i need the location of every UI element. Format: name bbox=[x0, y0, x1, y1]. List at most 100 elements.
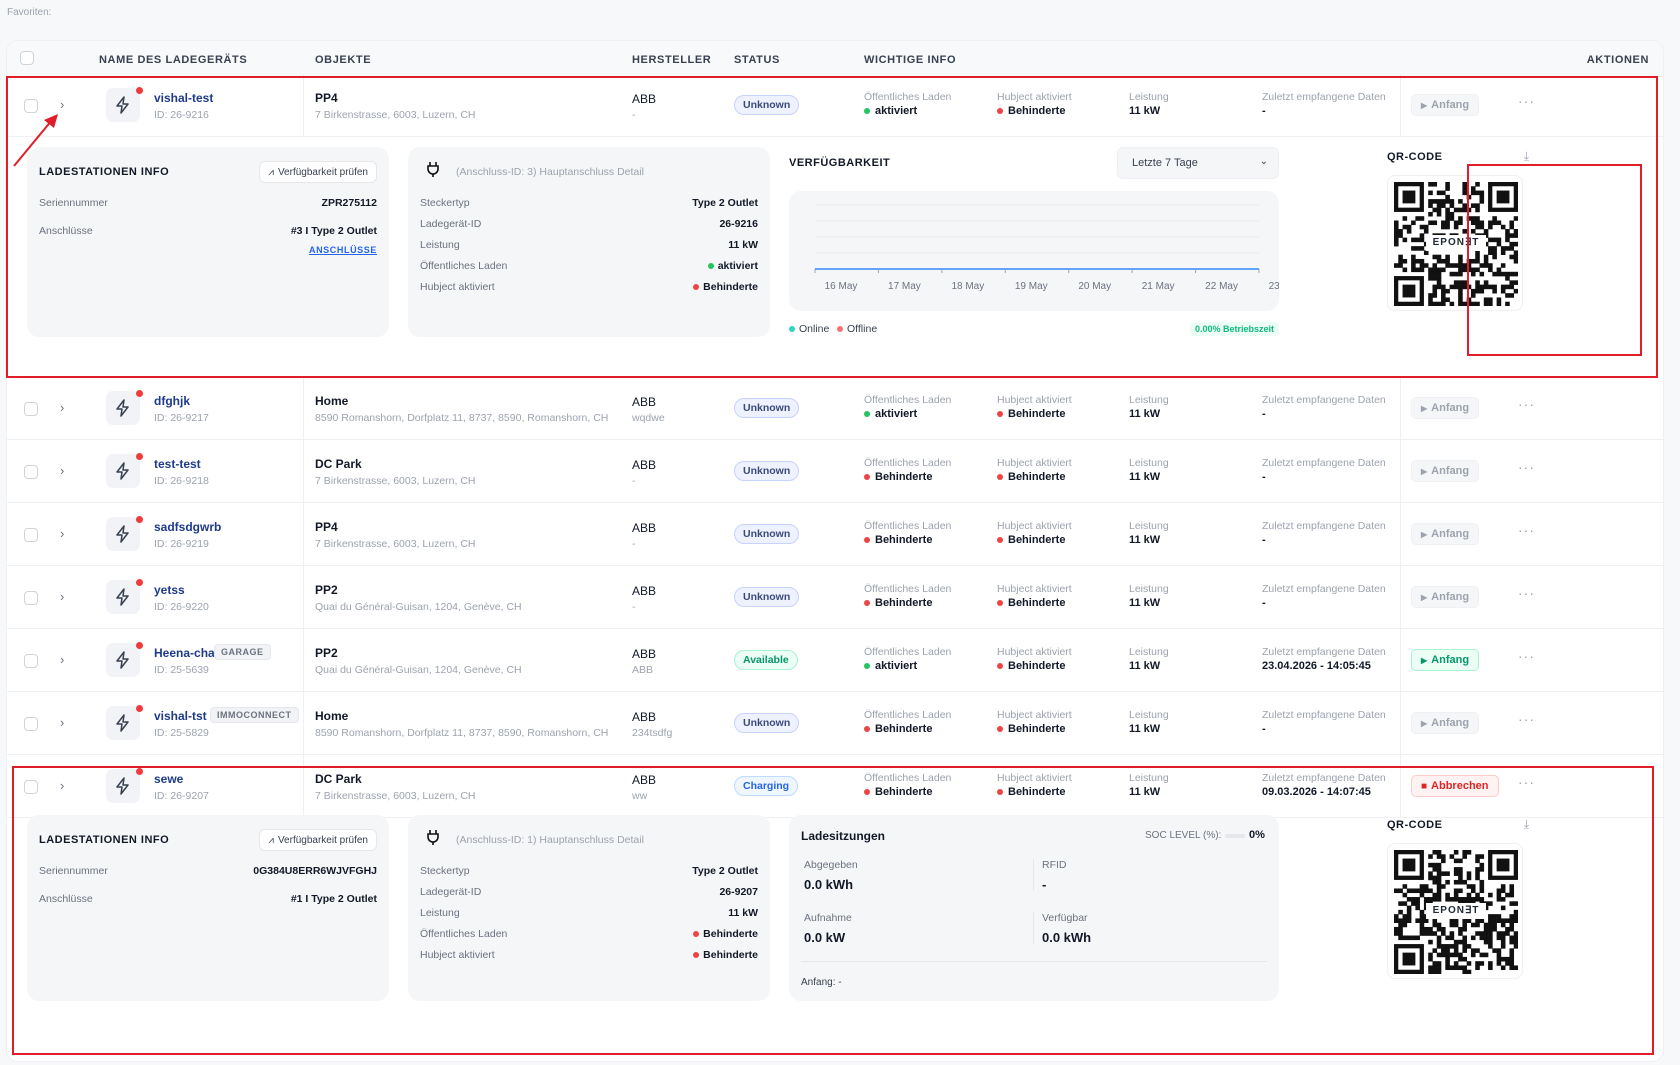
table-row[interactable]: › dfghjk ID: 26-9217 Home 8590 Romanshor… bbox=[7, 377, 1663, 440]
status-badge: Unknown bbox=[734, 461, 800, 481]
row-checkbox[interactable] bbox=[24, 654, 38, 668]
play-icon: ▶ bbox=[1421, 100, 1428, 110]
expand-chevron-icon[interactable]: › bbox=[60, 463, 65, 478]
last-data-value: - bbox=[1262, 105, 1266, 117]
connector-detail-title: (Anschluss-ID: 3) Hauptanschluss Detail bbox=[456, 166, 644, 178]
qr-brand-logo: EPON∃T bbox=[1426, 235, 1486, 251]
detail-key: Ladegerät-ID bbox=[420, 218, 482, 230]
col-name[interactable]: NAME DES LADEGERÄTS bbox=[99, 54, 248, 66]
table-row[interactable]: › Heena-charger ID: 25-5639 GARAGE PP2 Q… bbox=[7, 629, 1663, 692]
start-button[interactable]: ▶ Anfang bbox=[1411, 649, 1480, 671]
last-data-value: 09.03.2026 - 14:07:45 bbox=[1262, 786, 1371, 798]
legend-offline: Offline bbox=[837, 323, 877, 335]
object-address: Quai du Général-Guisan, 1204, Genève, CH bbox=[315, 601, 522, 613]
more-options-icon[interactable]: ··· bbox=[1518, 459, 1535, 475]
col-manufacturer[interactable]: HERSTELLER bbox=[632, 54, 712, 66]
last-data-label: Zuletzt empfangene Daten bbox=[1262, 91, 1386, 103]
detail-key: Öffentliches Laden bbox=[420, 260, 508, 272]
status-badge: Charging bbox=[734, 776, 799, 796]
col-status[interactable]: STATUS bbox=[734, 54, 780, 66]
status-dot-icon bbox=[997, 474, 1003, 480]
row-checkbox[interactable] bbox=[24, 780, 38, 794]
row-checkbox[interactable] bbox=[24, 591, 38, 605]
col-objects[interactable]: OBJEKTE bbox=[315, 54, 372, 66]
start-button[interactable]: ▶ Anfang bbox=[1411, 712, 1480, 734]
check-availability-button[interactable]: ⩘ Verfügbarkeit prüfen bbox=[259, 829, 377, 851]
row-checkbox[interactable] bbox=[24, 99, 38, 113]
expand-chevron-icon[interactable]: › bbox=[60, 778, 65, 793]
chevron-down-icon: ⌄ bbox=[1259, 156, 1268, 167]
connector-detail-title: (Anschluss-ID: 1) Hauptanschluss Detail bbox=[456, 834, 644, 846]
table-row[interactable]: › yetss ID: 26-9220 PP2 Quai du Général-… bbox=[7, 566, 1663, 629]
table-row[interactable]: › vishal-test ID: 26-9216 PP4 7 Birkenst… bbox=[7, 74, 1663, 137]
charger-bolt-icon bbox=[106, 454, 140, 488]
row-checkbox[interactable] bbox=[24, 465, 38, 479]
select-all-checkbox[interactable] bbox=[20, 51, 34, 65]
hubject-label: Hubject aktiviert bbox=[997, 91, 1072, 103]
object-name: PP4 bbox=[315, 91, 338, 105]
qr-title: QR-CODE bbox=[1387, 151, 1443, 163]
charger-name-link[interactable]: dfghjk bbox=[154, 394, 190, 408]
more-options-icon[interactable]: ··· bbox=[1518, 648, 1535, 664]
status-dot-icon bbox=[864, 411, 870, 417]
status-dot-icon bbox=[864, 474, 870, 480]
start-button[interactable]: ▶ Anfang bbox=[1411, 523, 1480, 545]
more-options-icon[interactable]: ··· bbox=[1518, 711, 1535, 727]
x-tick-label: 17 May bbox=[888, 281, 921, 292]
hubject-value: Behinderte bbox=[997, 660, 1065, 672]
status-badge: Unknown bbox=[734, 95, 800, 115]
more-options-icon[interactable]: ··· bbox=[1518, 774, 1535, 790]
expand-chevron-icon[interactable]: › bbox=[60, 400, 65, 415]
start-button[interactable]: ▶ Anfang bbox=[1411, 586, 1480, 608]
expand-chevron-icon[interactable]: › bbox=[60, 97, 65, 112]
start-button[interactable]: ▶ Anfang bbox=[1411, 94, 1480, 116]
row-checkbox[interactable] bbox=[24, 528, 38, 542]
detail-value: Behinderte bbox=[693, 928, 758, 940]
table-row[interactable]: › sadfsdgwrb ID: 26-9219 PP4 7 Birkenstr… bbox=[7, 503, 1663, 566]
start-button[interactable]: ▶ Anfang bbox=[1411, 460, 1480, 482]
power-value: 11 kW bbox=[1129, 786, 1161, 798]
charger-name-link[interactable]: vishal-tst bbox=[154, 709, 207, 723]
charger-name-link[interactable]: sewe bbox=[154, 772, 184, 786]
manufacturer: ABB bbox=[632, 710, 657, 724]
connectors-link[interactable]: ANSCHLÜSSE bbox=[308, 245, 377, 255]
expand-chevron-icon[interactable]: › bbox=[60, 715, 65, 730]
session-start: Anfang: - bbox=[801, 977, 842, 988]
start-button[interactable]: ▶ Anfang bbox=[1411, 397, 1480, 419]
more-options-icon[interactable]: ··· bbox=[1518, 522, 1535, 538]
charger-name-link[interactable]: test-test bbox=[154, 457, 201, 471]
detail-panel-2: LADESTATIONEN INFO ⩘ Verfügbarkeit prüfen… bbox=[7, 799, 1663, 1044]
delivered-label: Abgegeben bbox=[804, 859, 858, 871]
last-data-label: Zuletzt empfangene Daten bbox=[1262, 583, 1386, 595]
status-dot-icon bbox=[997, 789, 1003, 795]
hubject-value: Behinderte bbox=[997, 597, 1065, 609]
charger-id: ID: 26-9216 bbox=[154, 109, 209, 121]
status-dot-icon bbox=[997, 411, 1003, 417]
last-data-value: - bbox=[1262, 723, 1266, 735]
power-label: Leistung bbox=[1129, 583, 1169, 595]
stop-button[interactable]: ■ Abbrechen bbox=[1411, 775, 1499, 797]
connector-detail-card-2: (Anschluss-ID: 1) Hauptanschluss Detail … bbox=[408, 815, 770, 1001]
more-options-icon[interactable]: ··· bbox=[1518, 585, 1535, 601]
table-row[interactable]: › test-test ID: 26-9218 DC Park 7 Birken… bbox=[7, 440, 1663, 503]
expand-chevron-icon[interactable]: › bbox=[60, 526, 65, 541]
expand-chevron-icon[interactable]: › bbox=[60, 589, 65, 604]
stop-icon: ■ bbox=[1421, 780, 1428, 792]
download-icon[interactable]: ⤓ bbox=[1523, 817, 1529, 831]
expand-chevron-icon[interactable]: › bbox=[60, 652, 65, 667]
row-checkbox[interactable] bbox=[24, 717, 38, 731]
detail-value: Behinderte bbox=[693, 949, 758, 961]
station-info-card-2: LADESTATIONEN INFO ⩘ Verfügbarkeit prüfen… bbox=[27, 815, 389, 1001]
charger-name-link[interactable]: yetss bbox=[154, 583, 185, 597]
row-checkbox[interactable] bbox=[24, 402, 38, 416]
play-icon: ▶ bbox=[1421, 592, 1428, 602]
more-options-icon[interactable]: ··· bbox=[1518, 93, 1535, 109]
range-select[interactable]: Letzte 7 Tage ⌄ bbox=[1117, 147, 1279, 179]
table-row[interactable]: › vishal-tst ID: 25-5829 IMMOCONNECT Hom… bbox=[7, 692, 1663, 755]
charger-name-link[interactable]: vishal-test bbox=[154, 91, 214, 105]
more-options-icon[interactable]: ··· bbox=[1518, 396, 1535, 412]
download-icon[interactable]: ⤓ bbox=[1523, 149, 1529, 163]
charger-name-link[interactable]: sadfsdgwrb bbox=[154, 520, 222, 534]
status-dot-icon bbox=[864, 663, 870, 669]
check-availability-button[interactable]: ⩘ Verfügbarkeit prüfen bbox=[259, 161, 377, 183]
